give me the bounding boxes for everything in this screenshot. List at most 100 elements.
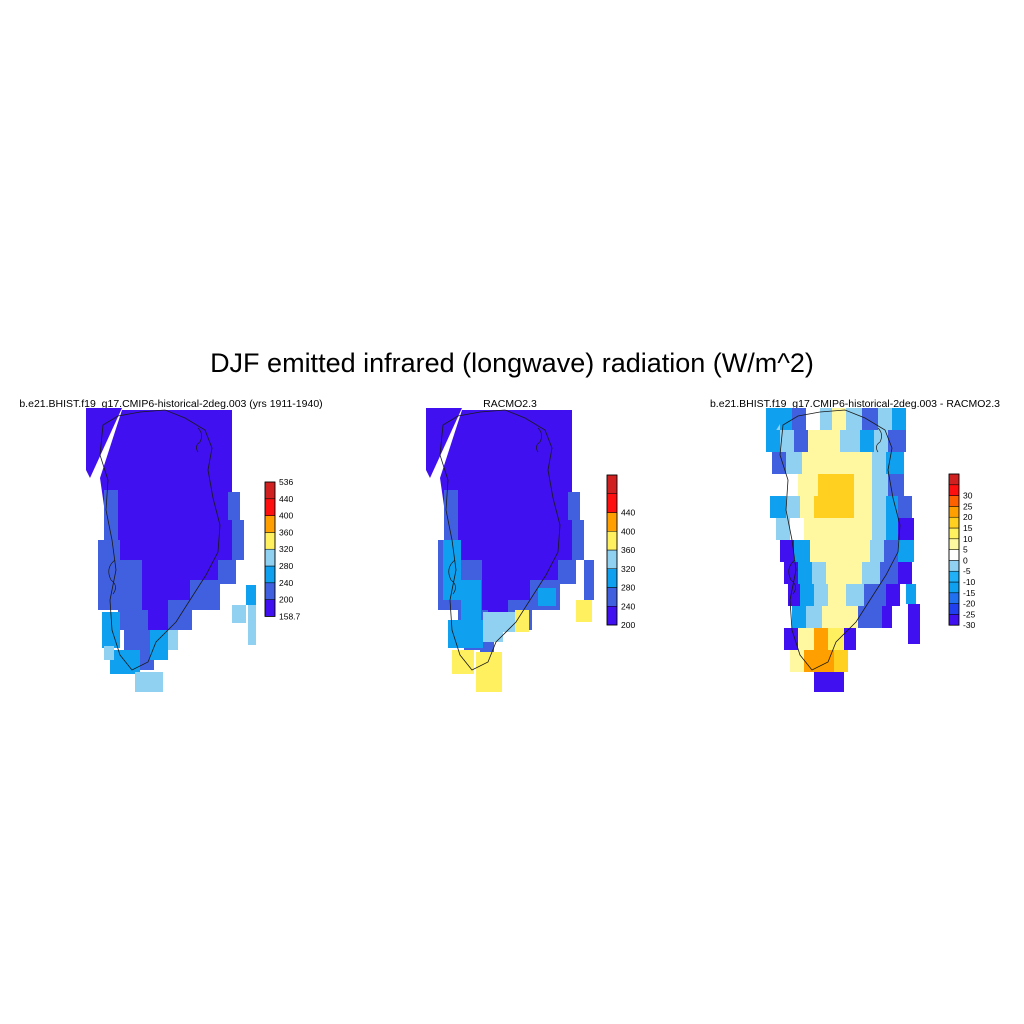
colorbar-segment xyxy=(606,493,618,513)
coastline-fjord xyxy=(536,427,542,453)
colorbar-segment xyxy=(606,512,618,532)
grid-cell xyxy=(794,540,810,562)
grid-cell xyxy=(828,628,844,650)
grid-cell xyxy=(780,430,794,452)
grid-cell xyxy=(218,560,236,584)
colorbar-tick-label: 400 xyxy=(279,511,293,521)
grid-cell xyxy=(908,604,920,644)
grid-cell xyxy=(806,408,820,430)
grid-cell xyxy=(802,452,816,474)
grid-cell xyxy=(448,620,483,648)
coastline-outline xyxy=(779,409,901,671)
colorbar-tick-label: 400 xyxy=(621,526,635,536)
grid-cell xyxy=(118,610,148,630)
grid-cell xyxy=(790,650,804,672)
grid-cell xyxy=(228,492,240,520)
grid-cell xyxy=(782,474,798,496)
colorbar-segment xyxy=(948,495,960,507)
grid-cell xyxy=(150,630,168,660)
grid-cell xyxy=(558,560,576,584)
colorbar-tick-label: -15 xyxy=(963,588,976,598)
colorbar-segment xyxy=(948,506,960,518)
colorbar-tick-label: -25 xyxy=(963,609,976,619)
grid-cell xyxy=(515,610,529,632)
grid-cell xyxy=(86,408,122,478)
colorbar-tick-label: 10 xyxy=(963,534,973,544)
grid-cell xyxy=(104,646,114,660)
grid-cell xyxy=(844,628,856,650)
grid-cell xyxy=(814,496,836,518)
grid-cell xyxy=(443,540,461,600)
panel-2-colorbar: 200 240 280 320 360 400 440 xyxy=(606,474,635,630)
colorbar-segment xyxy=(606,606,618,626)
grid-cell xyxy=(776,518,790,540)
grid-cell xyxy=(880,562,898,584)
grid-cell xyxy=(814,584,828,606)
grid-cell xyxy=(190,580,220,610)
grid-cell xyxy=(804,650,820,672)
colorbar-segment xyxy=(948,581,960,594)
grid-cell xyxy=(878,408,892,430)
grid-cell xyxy=(898,562,912,584)
coastline-fjord xyxy=(876,427,882,453)
grid-cell xyxy=(816,452,836,474)
colorbar-segment xyxy=(264,599,276,617)
coastline-fjord xyxy=(196,427,202,453)
grid-cell xyxy=(792,408,806,430)
colorbar-tick-label: 5 xyxy=(963,545,968,555)
colorbar-tick-label: -20 xyxy=(963,599,976,609)
grid-cell xyxy=(840,430,860,452)
grid-cell xyxy=(784,628,798,650)
colorbar-segment xyxy=(264,532,276,550)
grid-cell xyxy=(110,650,140,674)
colorbar-segment xyxy=(264,515,276,533)
colorbar-tick-label: -10 xyxy=(963,577,976,587)
colorbar-tick-label: 25 xyxy=(963,501,973,511)
grid-cell xyxy=(888,430,906,452)
colorbar-tick-label: 440 xyxy=(279,494,293,504)
colorbar-tick-label: 320 xyxy=(279,544,293,554)
grid-cell xyxy=(820,408,832,430)
colorbar-segment xyxy=(264,582,276,600)
grid-cell xyxy=(232,605,246,623)
colorbar-tick-label: -5 xyxy=(963,566,971,576)
colorbar-tick-label: 20 xyxy=(963,512,973,522)
grid-cell xyxy=(854,496,872,518)
grid-cell xyxy=(892,408,906,430)
grid-cell xyxy=(840,606,858,628)
figure-title: DJF emitted infrared (longwave) radiatio… xyxy=(210,348,814,378)
grid-cell xyxy=(850,518,872,540)
colorbar-tick-label: 158.7 xyxy=(279,611,301,621)
coastline-outline xyxy=(99,409,221,671)
grid-cell xyxy=(842,562,862,584)
grid-cell xyxy=(808,430,822,452)
grid-cell xyxy=(828,540,852,562)
grid-cell xyxy=(886,452,904,474)
grid-cell xyxy=(862,408,878,430)
grid-cell xyxy=(461,580,481,620)
grid-cell xyxy=(798,628,814,650)
colorbar-segment xyxy=(606,568,618,588)
grid-cell xyxy=(426,408,462,478)
grid-cell xyxy=(886,496,898,518)
grid-cell xyxy=(788,584,800,606)
grid-cell xyxy=(862,562,880,584)
colorbar-segment xyxy=(264,481,276,500)
grid-cell xyxy=(814,672,844,692)
grid-cell xyxy=(860,430,874,452)
panel-2-map xyxy=(426,408,594,692)
grid-cell xyxy=(856,452,872,474)
colorbar-segment xyxy=(948,603,960,615)
panel-2-title: RACMO2.3 xyxy=(483,398,537,410)
grid-cell xyxy=(826,562,842,584)
colorbar-tick-label: -30 xyxy=(963,620,976,630)
grid-cell xyxy=(858,606,882,628)
panel-1-title: b.e21.BHIST.f19_g17.CMIP6-historical-2de… xyxy=(19,398,323,410)
grid-cell xyxy=(798,474,818,496)
grid-cell xyxy=(790,518,804,540)
grid-cell xyxy=(104,490,118,540)
grid-cell xyxy=(872,496,886,518)
colorbar-tick-label: 240 xyxy=(621,601,635,611)
